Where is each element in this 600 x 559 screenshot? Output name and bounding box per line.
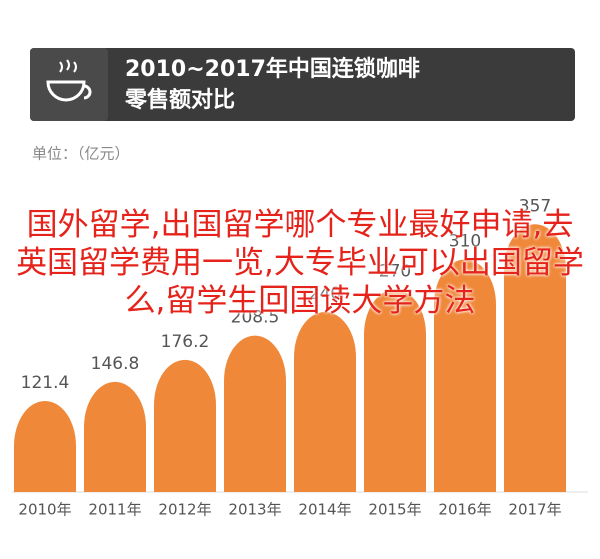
x-tick-label: 2013年 [228,501,281,519]
bar [224,335,286,492]
bar [364,289,426,492]
bar [434,259,496,492]
bar [294,312,356,492]
bar [154,359,216,492]
x-tick-label: 2015年 [368,501,421,519]
value-label: 121.4 [21,373,70,393]
bar [84,381,146,492]
icon-box [30,48,108,121]
value-label: 310 [449,232,481,252]
header-box [30,48,575,121]
value-label: 176.2 [161,332,210,352]
x-tick-label: 2011年 [88,501,141,519]
unit-label: 单位：（亿元） [32,145,130,163]
x-tick-label: 2016年 [438,501,491,519]
value-label: 357 [519,196,551,216]
value-label: 208.5 [231,308,280,328]
value-label: 240 [309,284,341,304]
x-tick-label: 2010年 [18,501,71,519]
value-label: 270 [379,262,411,282]
bar [14,400,76,492]
value-label: 146.8 [91,354,140,374]
bar [504,224,566,493]
chart-title: 2010~2017年中国连锁咖啡 [125,56,420,82]
cup-handle [83,84,92,100]
x-tick-label: 2017年 [508,501,561,519]
annotation: 国外留学,出国留学哪个专业最好申请,去英国留学费用一览,大专毕业可以出国留学么,… [16,207,584,319]
steam-icon [59,59,77,73]
x-tick-label: 2012年 [158,501,211,519]
cup-icon [46,80,86,102]
chart-title: 零售额对比 [124,87,235,113]
x-tick-label: 2014年 [298,501,351,519]
